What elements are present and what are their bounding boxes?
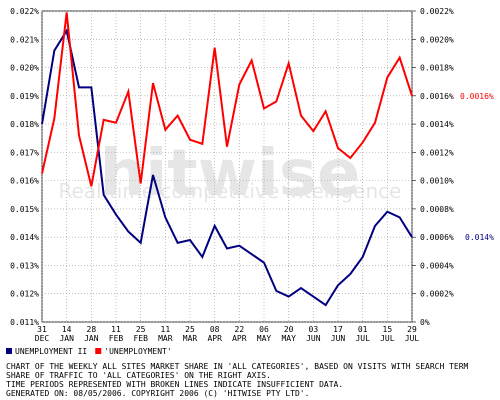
legend-swatch bbox=[95, 348, 102, 354]
y2-tick-label: 0.0018% bbox=[420, 64, 454, 73]
y2-tick-label: 0% bbox=[420, 318, 430, 327]
x-tick-label: 11 FEB bbox=[109, 325, 124, 343]
y2-tick-label: 0.0016% bbox=[420, 92, 454, 101]
x-tick-label: 25 FEB bbox=[133, 325, 148, 343]
x-tick-label: 17 JUN bbox=[331, 325, 346, 343]
y-tick-label: 0.015% bbox=[10, 205, 39, 214]
watermark: hitwise bbox=[100, 137, 361, 211]
y2-tick-label: 0.0010% bbox=[420, 177, 454, 186]
note: TIME PERIODS REPRESENTED WITH BROKEN LIN… bbox=[6, 380, 343, 389]
x-tick-label: 25 MAR bbox=[183, 325, 198, 343]
y-tick-label: 0.016% bbox=[10, 177, 39, 186]
end-label: 0.0016% bbox=[460, 92, 494, 101]
x-tick-label: 06 MAY bbox=[257, 325, 272, 343]
y2-tick-label: 0.0022% bbox=[420, 7, 454, 16]
legend-swatch bbox=[6, 348, 12, 354]
x-tick-label: 31 DEC bbox=[35, 325, 50, 343]
y-tick-label: 0.018% bbox=[10, 120, 39, 129]
end-label: 0.014% bbox=[465, 233, 494, 242]
x-tick-label: 14 JAN bbox=[59, 325, 74, 343]
watermark-subtitle: Real-time competitive intelligence bbox=[59, 179, 402, 203]
y2-tick-label: 0.0014% bbox=[420, 120, 454, 129]
x-tick-label: 03 JUN bbox=[306, 325, 321, 343]
series-line bbox=[41, 28, 413, 307]
x-tick-label: 28 JAN bbox=[84, 325, 99, 343]
y2-tick-label: 0.0020% bbox=[420, 35, 454, 44]
y-tick-label: 0.017% bbox=[10, 148, 39, 157]
y-tick-label: 0.013% bbox=[10, 261, 39, 270]
x-tick-label: 22 APR bbox=[232, 325, 247, 343]
y2-tick-label: 0.0012% bbox=[420, 148, 454, 157]
x-tick-label: 08 APR bbox=[207, 325, 222, 343]
y-tick-label: 0.021% bbox=[10, 35, 39, 44]
note: CHART OF THE WEEKLY ALL SITES MARKET SHA… bbox=[6, 362, 469, 371]
y-tick-label: 0.012% bbox=[10, 290, 39, 299]
x-tick-label: 29 JUL bbox=[405, 325, 420, 343]
y-tick-label: 0.019% bbox=[10, 92, 39, 101]
y-tick-label: 0.011% bbox=[10, 318, 39, 327]
note: GENERATED ON: 08/05/2006. COPYRIGHT 2006… bbox=[6, 389, 309, 398]
plot-frame bbox=[41, 10, 413, 323]
x-tick-label: 15 JUL bbox=[380, 325, 395, 343]
y-tick-label: 0.020% bbox=[10, 64, 39, 73]
y2-tick-label: 0.0006% bbox=[420, 233, 454, 242]
y2-tick-label: 0.0008% bbox=[420, 205, 454, 214]
y-tick-label: 0.022% bbox=[10, 7, 39, 16]
legend-label: UNEMPLOYMENT II bbox=[15, 347, 87, 356]
x-tick-label: 20 MAY bbox=[281, 325, 296, 343]
x-tick-label: 11 MAR bbox=[158, 325, 173, 343]
note: SHARE OF TRAFFIC TO 'ALL CATEGORIES' ON … bbox=[6, 371, 271, 380]
legend-label: 'UNEMPLOYMENT' bbox=[104, 347, 171, 356]
y2-tick-label: 0.0002% bbox=[420, 290, 454, 299]
y-tick-label: 0.014% bbox=[10, 233, 39, 242]
x-tick-label: 01 JUL bbox=[355, 325, 370, 343]
y2-tick-label: 0.0004% bbox=[420, 261, 454, 270]
series-line bbox=[41, 12, 413, 187]
